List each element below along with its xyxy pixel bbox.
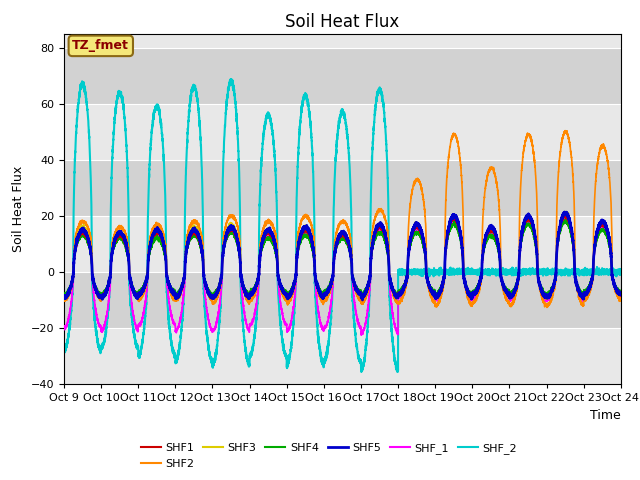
SHF2: [587, 287, 595, 292]
SHF_2: [594, 269, 602, 275]
SHF2: [561, 128, 569, 133]
Line: SHF5: SHF5: [64, 212, 621, 300]
SHF_1: [594, 231, 602, 237]
SHF5: [483, 231, 491, 237]
SHF1: [324, 288, 332, 294]
SHF_1: [467, 297, 475, 303]
SHF_2: [394, 369, 401, 375]
SHF2: [250, 293, 257, 299]
SHF_2: [617, 271, 625, 277]
Line: SHF2: SHF2: [64, 131, 621, 307]
SHF5: [594, 227, 602, 232]
Bar: [64, 104, 621, 160]
SHF1: [617, 291, 625, 297]
X-axis label: Time: Time: [590, 408, 621, 421]
SHF3: [467, 293, 475, 299]
Legend: SHF1, SHF2, SHF3, SHF4, SHF5, SHF_1, SHF_2: SHF1, SHF2, SHF3, SHF4, SHF5, SHF_1, SHF…: [136, 439, 521, 473]
SHF_2: [324, 347, 332, 353]
Y-axis label: Soil Heat Flux: Soil Heat Flux: [12, 166, 25, 252]
SHF1: [561, 212, 569, 217]
SHF1: [60, 295, 68, 300]
SHF5: [358, 297, 366, 303]
SHF3: [594, 229, 602, 235]
SHF5: [617, 291, 625, 297]
SHF5: [324, 289, 332, 295]
SHF2: [467, 303, 475, 309]
SHF_2: [250, 343, 257, 348]
SHF4: [594, 233, 602, 239]
SHF4: [324, 287, 332, 293]
SHF1: [134, 296, 142, 302]
SHF4: [587, 279, 595, 285]
SHF_1: [617, 292, 625, 298]
SHF3: [432, 297, 440, 302]
SHF3: [561, 209, 569, 215]
Bar: [64, 272, 621, 328]
SHF4: [60, 291, 68, 297]
Line: SHF3: SHF3: [64, 212, 621, 300]
SHF_2: [467, 267, 475, 273]
SHF1: [483, 233, 491, 239]
SHF_1: [483, 235, 491, 241]
Title: Soil Heat Flux: Soil Heat Flux: [285, 12, 399, 31]
SHF_2: [228, 76, 236, 82]
Bar: [64, 160, 621, 216]
Bar: [64, 328, 621, 384]
Line: SHF1: SHF1: [64, 215, 621, 299]
Bar: [64, 34, 621, 48]
SHF4: [250, 287, 257, 292]
SHF_2: [60, 347, 68, 352]
SHF2: [324, 294, 332, 300]
SHF5: [60, 295, 68, 300]
SHF1: [587, 281, 595, 287]
SHF2: [617, 296, 625, 302]
Bar: [64, 48, 621, 104]
SHF1: [467, 293, 475, 299]
SHF_1: [564, 214, 572, 220]
Bar: [64, 216, 621, 272]
SHF2: [594, 160, 602, 166]
SHF4: [561, 217, 569, 223]
Line: SHF4: SHF4: [64, 220, 621, 297]
SHF5: [587, 281, 595, 287]
SHF3: [587, 279, 595, 285]
SHF_1: [250, 317, 257, 323]
SHF4: [483, 235, 491, 241]
SHF1: [250, 289, 257, 295]
SHF2: [60, 297, 68, 302]
SHF3: [324, 288, 332, 293]
SHF_1: [60, 326, 68, 332]
Line: SHF_1: SHF_1: [64, 217, 621, 335]
SHF4: [358, 294, 366, 300]
SHF3: [483, 230, 491, 236]
SHF5: [467, 295, 475, 301]
SHF1: [594, 230, 602, 236]
SHF3: [250, 290, 257, 296]
SHF5: [250, 288, 257, 294]
SHF4: [467, 290, 475, 296]
SHF_2: [587, 271, 595, 276]
Text: TZ_fmet: TZ_fmet: [72, 39, 129, 52]
SHF_2: [483, 269, 491, 275]
SHF_1: [587, 284, 595, 290]
SHF_1: [357, 332, 365, 338]
SHF3: [617, 292, 625, 298]
SHF5: [561, 209, 568, 215]
Line: SHF_2: SHF_2: [64, 79, 621, 372]
SHF4: [617, 288, 625, 294]
SHF2: [543, 304, 551, 310]
SHF3: [60, 294, 68, 300]
SHF2: [483, 177, 490, 182]
SHF_1: [324, 319, 332, 325]
